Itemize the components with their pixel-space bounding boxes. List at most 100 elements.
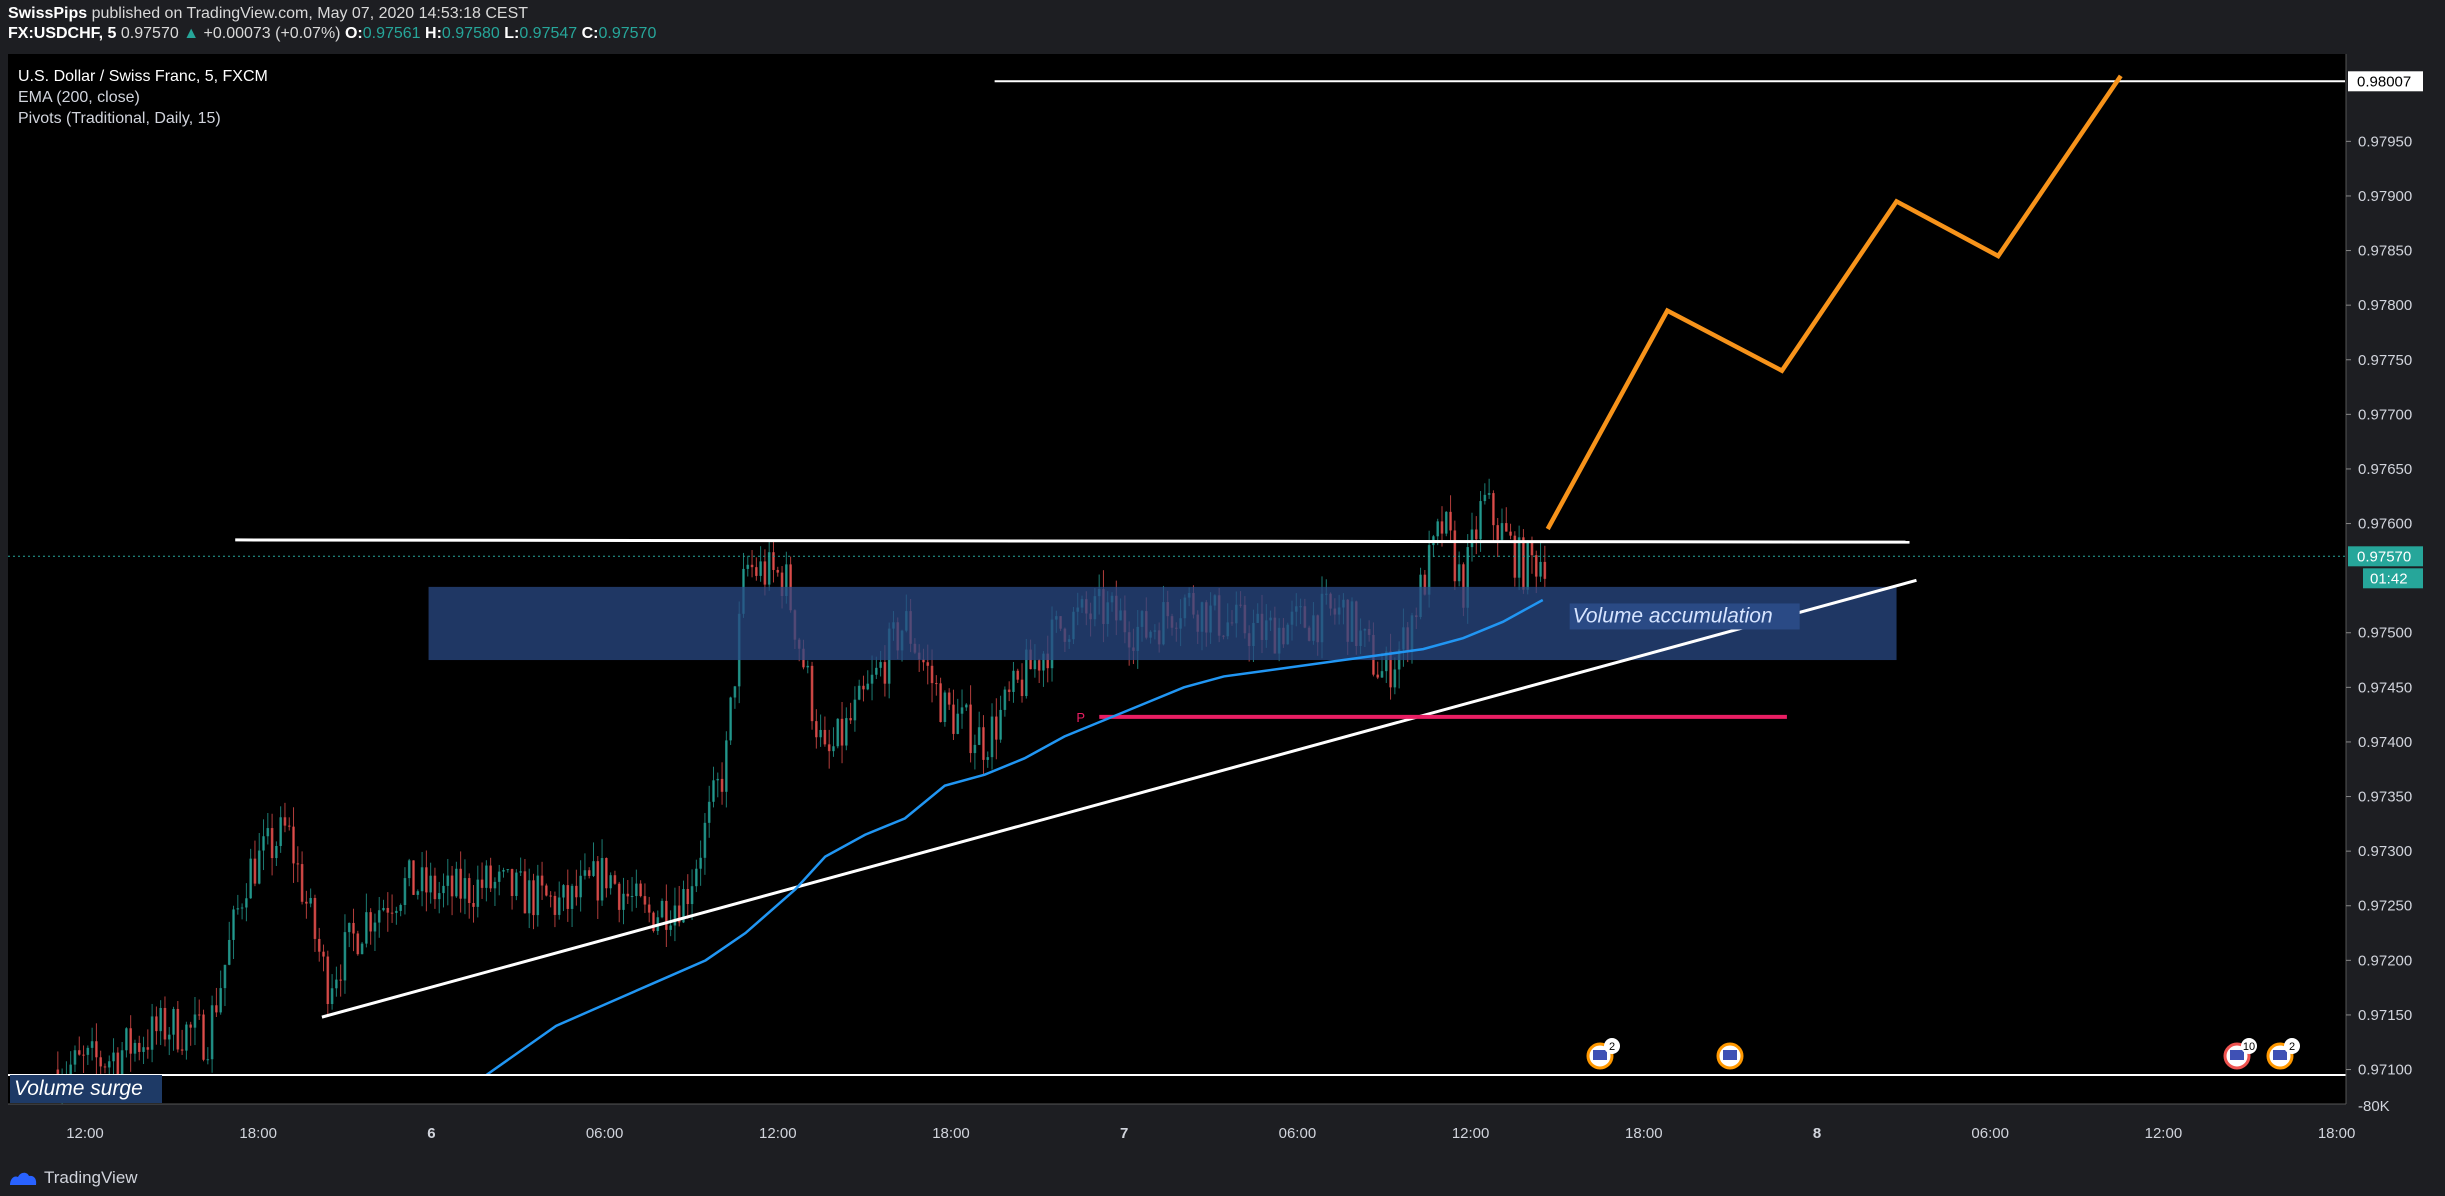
candle-body xyxy=(326,956,330,1004)
event-count-bg xyxy=(2284,1038,2300,1054)
candle-body xyxy=(1517,537,1521,578)
candle-body xyxy=(943,692,947,722)
price-tick-label: 0.97850 xyxy=(2358,243,2412,260)
candle-body xyxy=(296,863,300,865)
candle-body xyxy=(686,889,690,905)
candle-body xyxy=(853,699,857,721)
candle-body xyxy=(506,869,510,871)
high-value: 0.97580 xyxy=(441,25,500,42)
candle-body xyxy=(202,1014,205,1060)
price-tick-label: 0.97450 xyxy=(2358,679,2412,696)
candle-body xyxy=(1457,564,1461,582)
candle-body xyxy=(999,709,1002,740)
time-tick-label: 18:00 xyxy=(239,1125,277,1142)
legend-ema[interactable]: EMA (200, close) xyxy=(18,89,140,106)
candle-body xyxy=(95,1041,98,1058)
candle-body xyxy=(497,871,501,882)
candle-body xyxy=(390,912,394,914)
legend-title[interactable]: U.S. Dollar / Swiss Franc, 5, FXCM xyxy=(18,68,268,85)
candle-body xyxy=(1543,561,1547,579)
candle-body xyxy=(716,778,720,781)
candle-body xyxy=(982,727,985,760)
candle-body xyxy=(870,674,874,684)
candle-body xyxy=(502,870,505,872)
price-tick-label: 0.97950 xyxy=(2358,133,2412,150)
candle-body xyxy=(317,938,321,952)
candle-body xyxy=(973,744,977,754)
candle-body xyxy=(939,683,942,722)
candle-body xyxy=(227,939,231,965)
candle-body xyxy=(977,727,981,745)
pivot-label: P xyxy=(1076,710,1085,725)
candle-body xyxy=(262,836,265,851)
candle-body xyxy=(763,561,767,585)
candle-body xyxy=(879,662,882,668)
event-count: 10 xyxy=(2243,1041,2255,1053)
candle-body xyxy=(990,716,994,758)
candle-body xyxy=(99,1057,102,1067)
candle-body xyxy=(566,885,570,909)
candle-body xyxy=(189,1024,192,1028)
candle-body xyxy=(515,872,518,896)
candle-body xyxy=(292,826,295,864)
chart-legend: U.S. Dollar / Swiss Franc, 5, FXCM EMA (… xyxy=(18,66,268,129)
candle-body xyxy=(313,897,317,939)
legend-pivots[interactable]: Pivots (Traditional, Daily, 15) xyxy=(18,110,221,127)
resistance-line xyxy=(235,538,1910,544)
candle-body xyxy=(695,868,698,887)
candle-body xyxy=(562,885,565,898)
candle-body xyxy=(1016,670,1020,680)
candle-body xyxy=(725,740,728,792)
candle-body xyxy=(215,1005,218,1013)
candle-body xyxy=(1449,511,1452,531)
candle-body xyxy=(236,908,240,910)
candle-body xyxy=(647,904,651,913)
time-tick-label: 6 xyxy=(427,1125,435,1142)
candle-body xyxy=(257,850,261,884)
candle-body xyxy=(77,1050,81,1055)
candle-body xyxy=(969,704,972,754)
candle-body xyxy=(185,1024,188,1051)
candle-body xyxy=(956,713,960,734)
price-tick-label: 0.97150 xyxy=(2358,1007,2412,1024)
candle-body xyxy=(1496,525,1500,540)
candle-body xyxy=(660,900,664,918)
event-count: 2 xyxy=(1609,1041,1615,1053)
candle-body xyxy=(1042,653,1045,671)
price-chart[interactable]: 0.97950 0.97900 0.97850 0.97800 0.97750 0.977… xyxy=(0,52,2445,1158)
author-name[interactable]: SwissPips xyxy=(8,5,88,22)
candle-body xyxy=(883,662,887,684)
candle-body xyxy=(510,869,514,896)
candle-body xyxy=(570,885,574,909)
candle-body xyxy=(403,878,407,906)
time-tick-label: 12:00 xyxy=(759,1125,797,1142)
volume-axis-label: -80K xyxy=(2358,1098,2390,1115)
candle-body xyxy=(759,561,762,576)
candle-body xyxy=(455,868,458,897)
candle-body xyxy=(1037,660,1041,671)
time-tick-label: 18:00 xyxy=(932,1125,970,1142)
candle-body xyxy=(429,875,432,893)
candle-body xyxy=(767,552,771,585)
candle-body xyxy=(150,1016,154,1050)
candle-body xyxy=(1504,523,1508,532)
candle-body xyxy=(1500,523,1504,540)
price-tick-label: 0.97600 xyxy=(2358,516,2412,533)
candle-body xyxy=(845,718,848,746)
price-tick-label: 0.97350 xyxy=(2358,789,2412,806)
candle-body xyxy=(386,907,390,913)
annotations-layer: Volume accumulation Volume surge P 2 10 2 xyxy=(10,603,2300,1103)
publish-info: published on TradingView.com, May 07, 20… xyxy=(91,5,529,22)
candle-body xyxy=(287,825,291,827)
candle-body xyxy=(1440,521,1444,534)
candle-body xyxy=(1423,574,1427,595)
candle-body xyxy=(523,871,527,914)
candle-body xyxy=(986,757,990,760)
candle-body xyxy=(682,889,685,923)
candle-body xyxy=(433,875,437,900)
tradingview-footer[interactable]: TradingView xyxy=(8,1168,138,1188)
countdown-label: 01:42 xyxy=(2370,570,2408,587)
projection-path xyxy=(1545,74,2123,531)
plot-area[interactable] xyxy=(8,54,2346,1104)
flag-icon xyxy=(2230,1050,2244,1060)
